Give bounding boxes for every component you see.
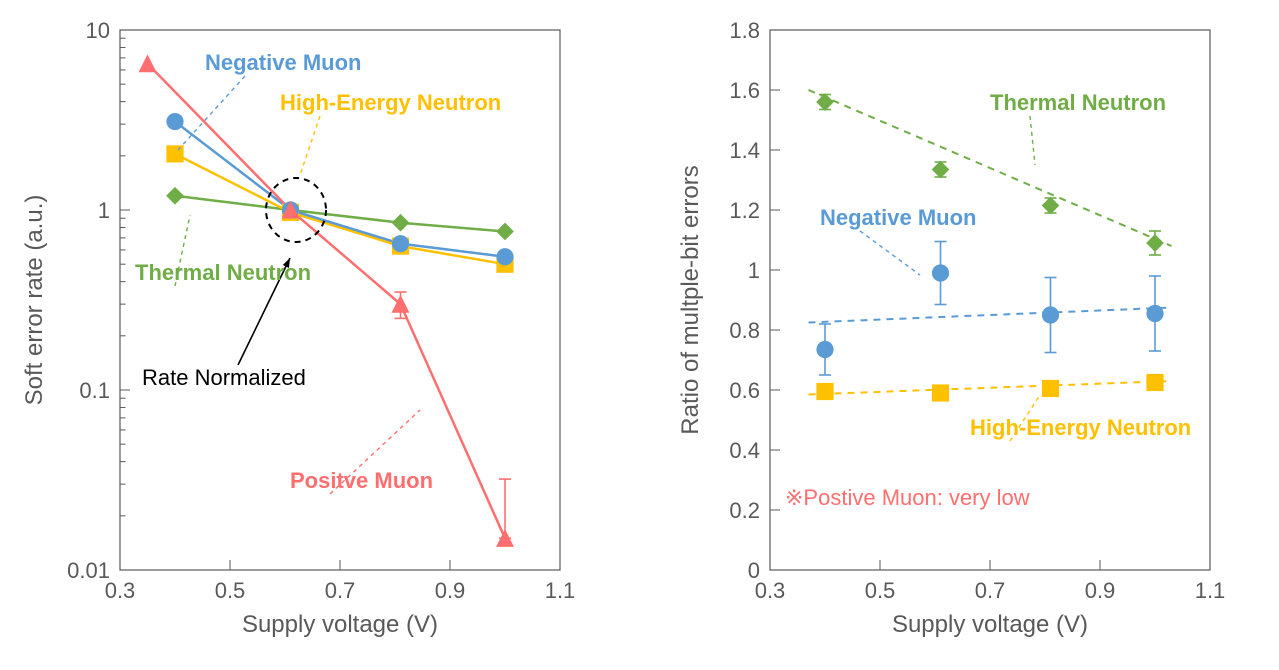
negative-muon-label: Negative Muon <box>205 50 361 75</box>
svg-text:0.9: 0.9 <box>435 578 466 603</box>
svg-text:0.1: 0.1 <box>79 378 110 403</box>
svg-text:Ratio of multple-bit errors: Ratio of multple-bit errors <box>677 165 704 434</box>
svg-text:1.6: 1.6 <box>729 78 760 103</box>
svg-text:0.7: 0.7 <box>975 578 1006 603</box>
svg-text:Soft error rate (a.u.): Soft error rate (a.u.) <box>21 195 48 406</box>
svg-text:0.2: 0.2 <box>729 498 760 523</box>
svg-text:0.7: 0.7 <box>325 578 356 603</box>
svg-text:Supply voltage (V): Supply voltage (V) <box>892 611 1088 638</box>
svg-text:0.01: 0.01 <box>67 558 110 583</box>
svg-text:1.8: 1.8 <box>729 18 760 43</box>
svg-text:0: 0 <box>748 558 760 583</box>
svg-text:1.2: 1.2 <box>729 198 760 223</box>
left-panel: 0.30.50.70.91.10.010.1110Supply voltage … <box>0 0 639 670</box>
svg-text:Supply voltage (V): Supply voltage (V) <box>242 611 438 638</box>
svg-text:0.9: 0.9 <box>1085 578 1116 603</box>
left-chart-svg: 0.30.50.70.91.10.010.1110Supply voltage … <box>0 0 639 670</box>
figure-wrap: 0.30.50.70.91.10.010.1110Supply voltage … <box>0 0 1279 670</box>
svg-text:1.1: 1.1 <box>545 578 576 603</box>
high-energy-neutron-label: High-Energy Neutron <box>970 415 1191 440</box>
svg-text:0.8: 0.8 <box>729 318 760 343</box>
thermal-neutron-label: Thermal Neutron <box>135 260 311 285</box>
positive-muon-label: Positve Muon <box>290 468 433 493</box>
right-panel: 0.30.50.70.91.100.20.40.60.811.21.41.61.… <box>640 0 1279 670</box>
thermal-neutron-label: Thermal Neutron <box>990 90 1166 115</box>
svg-text:0.4: 0.4 <box>729 438 760 463</box>
svg-text:1: 1 <box>98 198 110 223</box>
rate-normalized-label: Rate Normalized <box>142 365 306 390</box>
high-energy-neutron-label: High-Energy Neutron <box>280 90 501 115</box>
right-chart-svg: 0.30.50.70.91.100.20.40.60.811.21.41.61.… <box>640 0 1279 670</box>
positive-muon-footnote: ※Postive Muon: very low <box>785 485 1030 510</box>
negative-muon-label: Negative Muon <box>820 205 976 230</box>
svg-text:10: 10 <box>86 18 110 43</box>
svg-text:1.4: 1.4 <box>729 138 760 163</box>
svg-text:0.5: 0.5 <box>215 578 246 603</box>
svg-text:0.6: 0.6 <box>729 378 760 403</box>
svg-text:1: 1 <box>748 258 760 283</box>
svg-text:1.1: 1.1 <box>1195 578 1226 603</box>
svg-text:0.5: 0.5 <box>865 578 896 603</box>
